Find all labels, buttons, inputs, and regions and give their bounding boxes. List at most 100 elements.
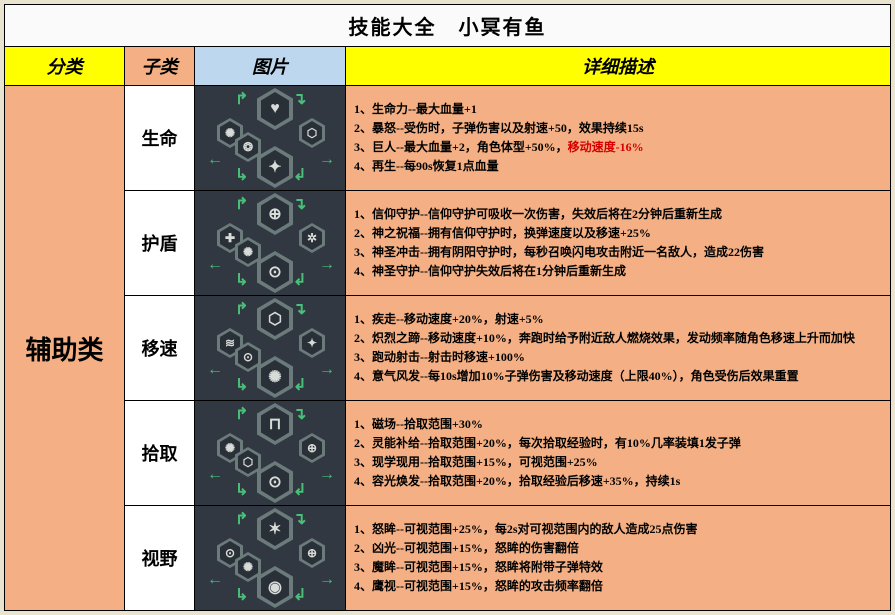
arrow-icon: ↳ (235, 483, 248, 499)
description-line: 3、巨人--最大血量+2，角色体型+50%，移动速度-16% (354, 138, 882, 157)
subcategory-cell: 视野 (125, 506, 195, 611)
header-description: 详细描述 (346, 47, 891, 86)
description-line: 1、磁场--拾取范围+30% (354, 415, 882, 434)
description-line: 3、跑动射击--射击时移速+100% (354, 348, 882, 367)
skill-hex-icon: ✲ (299, 223, 325, 253)
description-cell: 1、生命力--最大血量+12、暴怒--受伤时，子弹伤害以及射速+50，效果持续1… (346, 86, 891, 191)
arrow-icon: → (319, 152, 335, 168)
skill-panel-cell: ⬡≋✦✺⊙↱↴↳↲←→ (195, 296, 346, 401)
skill-panel-cell: ♥✺⬡✦❂↱↴↳↲←→ (195, 86, 346, 191)
description-cell: 1、疾走--移动速度+20%，射速+5%2、炽烈之蹄--移动速度+10%，奔跑时… (346, 296, 891, 401)
arrow-icon: ↱ (235, 407, 248, 423)
arrow-icon: → (319, 467, 335, 483)
arrow-icon: ↳ (235, 168, 248, 184)
header-image: 图片 (195, 47, 346, 86)
skill-table: 技能大全 小冥有鱼 分类 子类 图片 详细描述 辅助类生命♥✺⬡✦❂↱↴↳↲←→… (4, 4, 891, 611)
arrow-icon: ← (207, 467, 223, 483)
arrow-icon: → (319, 257, 335, 273)
skill-hex-icon: ⬡ (299, 118, 325, 148)
skill-hex-icon: ⊓ (257, 403, 293, 445)
header-category: 分类 (5, 47, 125, 86)
arrow-icon: ↲ (293, 273, 306, 289)
description-line: 2、炽烈之蹄--移动速度+10%，奔跑时给予附近敌人燃烧效果，发动频率随角色移速… (354, 329, 882, 348)
arrow-icon: ← (207, 572, 223, 588)
description-line: 4、再生--每90s恢复1点血量 (354, 157, 882, 176)
description-line: 2、凶光--可视范围+15%，怒眸的伤害翻倍 (354, 539, 882, 558)
description-line: 4、容光焕发--拾取范围+20%，拾取经验后移速+35%，持续1s (354, 472, 882, 491)
skill-hex-icon: ⊙ (257, 251, 293, 293)
arrow-icon: ↴ (293, 512, 306, 528)
description-line: 4、鹰视--可视范围+15%，怒眸的攻击频率翻倍 (354, 577, 882, 596)
arrow-icon: ↲ (293, 588, 306, 604)
title-row: 技能大全 小冥有鱼 (5, 5, 891, 47)
arrow-icon: ← (207, 257, 223, 273)
skill-hex-icon: ✦ (257, 146, 293, 188)
skill-panel: ⊓✺⊕⊙⬡↱↴↳↲←→ (195, 401, 345, 505)
table-row: 移速⬡≋✦✺⊙↱↴↳↲←→1、疾走--移动速度+20%，射速+5%2、炽烈之蹄-… (5, 296, 891, 401)
header-row: 分类 子类 图片 详细描述 (5, 47, 891, 86)
skill-hex-icon: ⊙ (257, 461, 293, 503)
arrow-icon: ↴ (293, 407, 306, 423)
header-subcategory: 子类 (125, 47, 195, 86)
description-line: 4、神圣守护--信仰守护失效后将在1分钟后重新生成 (354, 262, 882, 281)
subcategory-cell: 拾取 (125, 401, 195, 506)
arrow-icon: ↲ (293, 378, 306, 394)
skill-hex-icon: ✺ (257, 356, 293, 398)
arrow-icon: → (319, 362, 335, 378)
arrow-icon: ↳ (235, 588, 248, 604)
description-line: 1、疾走--移动速度+20%，射速+5% (354, 310, 882, 329)
arrow-icon: ↳ (235, 273, 248, 289)
category-cell: 辅助类 (5, 86, 125, 611)
skill-hex-icon: ⊕ (257, 193, 293, 235)
arrow-icon: ← (207, 362, 223, 378)
arrow-icon: ↱ (235, 92, 248, 108)
description-line: 3、神圣冲击--拥有阴阳守护时，每秒召唤闪电攻击附近一名敌人，造成22伤害 (354, 243, 882, 262)
table-title: 技能大全 小冥有鱼 (5, 5, 891, 47)
skill-panel: ✶⊙⊕◉✺↱↴↳↲←→ (195, 506, 345, 610)
description-line: 1、生命力--最大血量+1 (354, 100, 882, 119)
description-line: 2、暴怒--受伤时，子弹伤害以及射速+50，效果持续15s (354, 119, 882, 138)
skill-panel-cell: ⊓✺⊕⊙⬡↱↴↳↲←→ (195, 401, 346, 506)
arrow-icon: ↴ (293, 197, 306, 213)
arrow-icon: → (319, 572, 335, 588)
arrow-icon: ← (207, 152, 223, 168)
description-line: 4、意气风发--每10s增加10%子弹伤害及移动速度（上限40%），角色受伤后效… (354, 367, 882, 386)
description-line: 1、信仰守护--信仰守护可吸收一次伤害，失效后将在2分钟后重新生成 (354, 205, 882, 224)
skill-panel-cell: ✶⊙⊕◉✺↱↴↳↲←→ (195, 506, 346, 611)
description-line: 3、现学现用--拾取范围+15%，可视范围+25% (354, 453, 882, 472)
skill-hex-icon: ✦ (299, 328, 325, 358)
arrow-icon: ↳ (235, 378, 248, 394)
skill-hex-icon: ⊕ (299, 433, 325, 463)
subcategory-cell: 护盾 (125, 191, 195, 296)
description-cell: 1、信仰守护--信仰守护可吸收一次伤害，失效后将在2分钟后重新生成2、神之祝福-… (346, 191, 891, 296)
arrow-icon: ↱ (235, 197, 248, 213)
arrow-icon: ↲ (293, 483, 306, 499)
subcategory-cell: 移速 (125, 296, 195, 401)
arrow-icon: ↲ (293, 168, 306, 184)
skill-panel: ♥✺⬡✦❂↱↴↳↲←→ (195, 86, 345, 190)
description-line: 3、魔眸--可视范围+15%，怒眸将附带子弹特效 (354, 558, 882, 577)
description-line: 1、怒眸--可视范围+25%，每2s对可视范围内的敌人造成25点伤害 (354, 520, 882, 539)
skill-hex-icon: ♥ (257, 88, 293, 130)
arrow-icon: ↴ (293, 92, 306, 108)
table-row: 拾取⊓✺⊕⊙⬡↱↴↳↲←→1、磁场--拾取范围+30%2、灵能补给--拾取范围+… (5, 401, 891, 506)
subcategory-cell: 生命 (125, 86, 195, 191)
skill-hex-icon: ⊕ (299, 538, 325, 568)
table-row: 护盾⊕✚✲⊙✺↱↴↳↲←→1、信仰守护--信仰守护可吸收一次伤害，失效后将在2分… (5, 191, 891, 296)
table-row: 视野✶⊙⊕◉✺↱↴↳↲←→1、怒眸--可视范围+25%，每2s对可视范围内的敌人… (5, 506, 891, 611)
arrow-icon: ↱ (235, 512, 248, 528)
arrow-icon: ↱ (235, 302, 248, 318)
skill-panel-cell: ⊕✚✲⊙✺↱↴↳↲←→ (195, 191, 346, 296)
negative-effect: 移动速度-16% (568, 140, 644, 154)
table-row: 辅助类生命♥✺⬡✦❂↱↴↳↲←→1、生命力--最大血量+12、暴怒--受伤时，子… (5, 86, 891, 191)
skill-hex-icon: ◉ (257, 566, 293, 608)
skill-panel: ⬡≋✦✺⊙↱↴↳↲←→ (195, 296, 345, 400)
description-line: 2、神之祝福--拥有信仰守护时，换弹速度以及移速+25% (354, 224, 882, 243)
arrow-icon: ↴ (293, 302, 306, 318)
description-cell: 1、怒眸--可视范围+25%，每2s对可视范围内的敌人造成25点伤害2、凶光--… (346, 506, 891, 611)
skill-hex-icon: ⬡ (257, 298, 293, 340)
description-cell: 1、磁场--拾取范围+30%2、灵能补给--拾取范围+20%，每次拾取经验时，有… (346, 401, 891, 506)
skill-panel: ⊕✚✲⊙✺↱↴↳↲←→ (195, 191, 345, 295)
description-line: 2、灵能补给--拾取范围+20%，每次拾取经验时，有10%几率装填1发子弹 (354, 434, 882, 453)
skill-hex-icon: ✶ (257, 508, 293, 550)
